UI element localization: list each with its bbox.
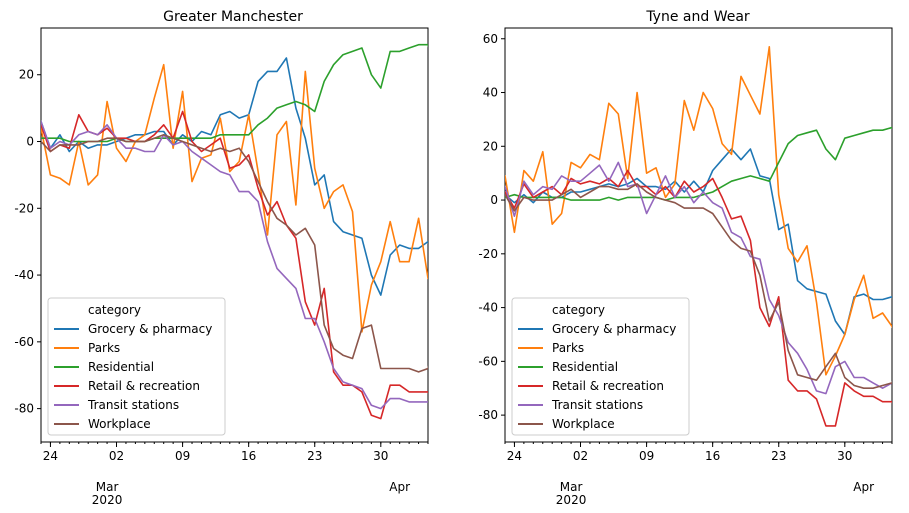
y-tick-label: -20 <box>14 201 34 215</box>
legend-box <box>47 297 226 436</box>
x-month-label: Mar <box>560 480 583 494</box>
x-year-label: 2020 <box>556 493 587 507</box>
x-tick-label: 16 <box>705 449 720 463</box>
legend-label-grocery-pharmacy: Grocery & pharmacy <box>88 322 212 336</box>
x-tick-label: 30 <box>373 449 388 463</box>
y-tick-label: -80 <box>14 402 34 416</box>
series-line-retail-recreation <box>505 169 892 427</box>
legend-label-workplace: Workplace <box>552 417 615 431</box>
chart-title: Tyne and Wear <box>645 9 750 25</box>
y-tick-label: -60 <box>478 354 498 368</box>
y-tick-label: -20 <box>478 247 498 261</box>
plot-frame <box>504 27 893 443</box>
series-line-grocery-pharmacy <box>505 148 892 336</box>
series-line-workplace <box>41 134 428 373</box>
series-line-workplace <box>505 183 892 390</box>
legend-label-transit-stations: Transit stations <box>551 398 643 412</box>
series-line-transit-stations <box>505 161 892 395</box>
y-tick-label: -40 <box>14 268 34 282</box>
y-tick-label: -40 <box>478 301 498 315</box>
x-tick-label: 09 <box>175 449 190 463</box>
y-tick-label: -60 <box>14 335 34 349</box>
legend-label-residential: Residential <box>88 360 154 374</box>
x-tick-label: 16 <box>241 449 256 463</box>
x-tick-label: 09 <box>639 449 654 463</box>
legend-title: category <box>552 303 605 317</box>
x-tick-label: 30 <box>837 449 852 463</box>
x-tick-label: 23 <box>307 449 322 463</box>
x-tick-label: 24 <box>507 449 522 463</box>
x-month-label: Mar <box>96 480 119 494</box>
y-tick-label: -80 <box>478 408 498 422</box>
x-tick-label: 02 <box>109 449 124 463</box>
x-tick-label: 02 <box>573 449 588 463</box>
series-line-residential <box>41 43 428 143</box>
y-tick-label: 40 <box>483 86 498 100</box>
series-line-retail-recreation <box>41 110 428 420</box>
legend: category Grocery & pharmacy Parks Residenti… <box>511 297 690 436</box>
series-group <box>505 45 892 427</box>
y-tick-label: 0 <box>490 193 498 207</box>
legend-label-parks: Parks <box>552 341 584 355</box>
legend-label-parks: Parks <box>88 341 120 355</box>
chart-title: Greater Manchester <box>163 9 303 25</box>
legend-label-residential: Residential <box>552 360 618 374</box>
series-line-transit-stations <box>41 120 428 410</box>
legend-label-retail-recreation: Retail & recreation <box>552 379 664 393</box>
legend-label-transit-stations: Transit stations <box>87 398 179 412</box>
x-month-label: Apr <box>389 480 410 494</box>
chart-panel-greater-manchester: Greater Manchester 20 0 -20 -40 -60 -80 24 02 09… <box>14 9 429 507</box>
series-line-parks <box>41 63 428 333</box>
x-tick-label: 24 <box>43 449 58 463</box>
series-group <box>41 43 428 420</box>
series-line-grocery-pharmacy <box>41 57 428 296</box>
y-tick-label: 0 <box>26 135 34 149</box>
legend-label-retail-recreation: Retail & recreation <box>88 379 200 393</box>
chart-panel-tyne-and-wear: Tyne and Wear 60 40 20 0 -20 -40 -60 -80 24 02 09 1… <box>478 9 893 507</box>
series-line-residential <box>505 126 892 201</box>
x-year-label: 2020 <box>92 493 123 507</box>
legend: category Grocery & pharmacy Parks Residenti… <box>47 297 226 436</box>
x-tick-label: 23 <box>771 449 786 463</box>
legend-label-workplace: Workplace <box>88 417 151 431</box>
legend-title: category <box>88 303 141 317</box>
legend-label-grocery-pharmacy: Grocery & pharmacy <box>552 322 676 336</box>
series-line-parks <box>505 45 892 376</box>
y-tick-label: 20 <box>483 139 498 153</box>
legend-box <box>511 297 690 436</box>
x-month-label: Apr <box>853 480 874 494</box>
y-tick-label: 60 <box>483 32 498 46</box>
y-tick-label: 20 <box>19 68 34 82</box>
plot-frame <box>40 27 429 443</box>
